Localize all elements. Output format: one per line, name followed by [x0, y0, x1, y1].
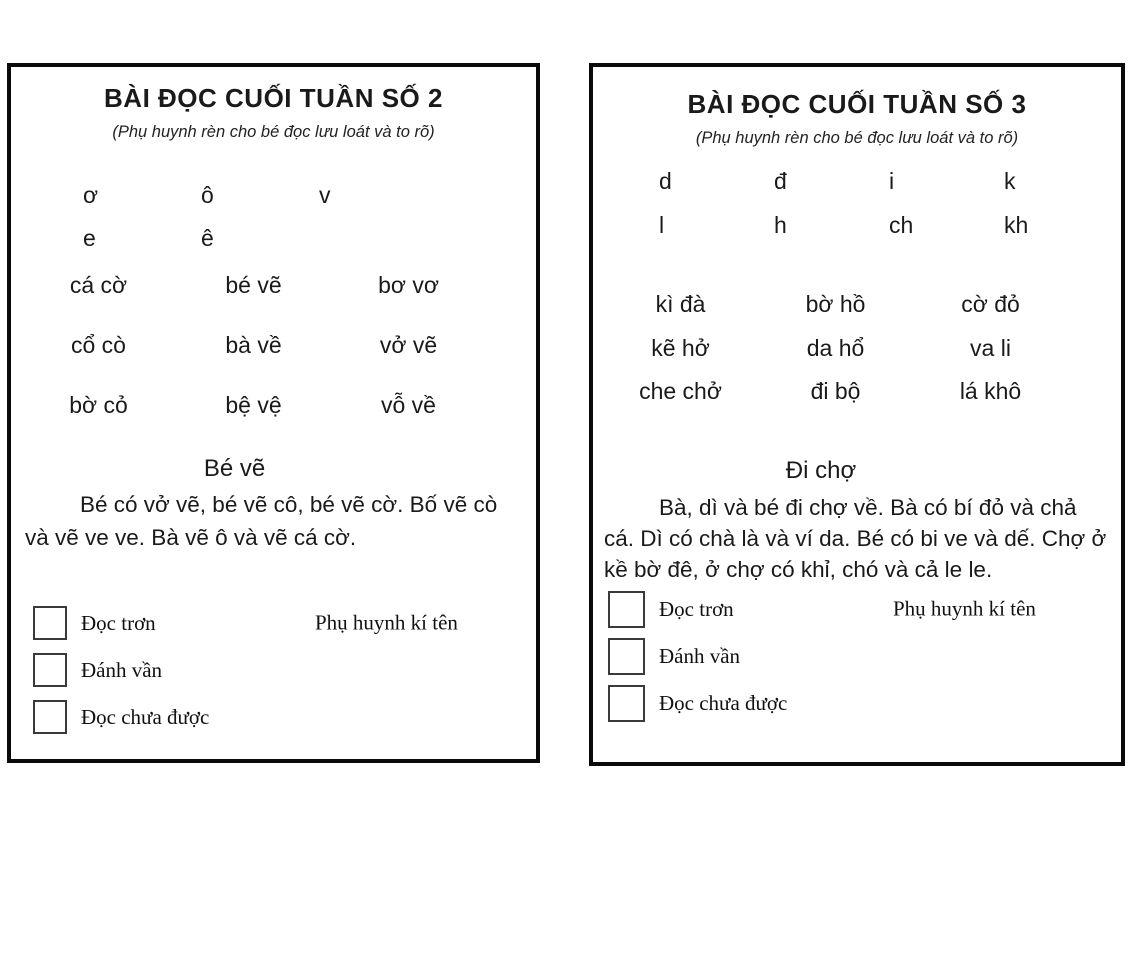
checkbox-doc-chua-duoc[interactable]: [608, 684, 645, 722]
word: đi bộ: [810, 378, 861, 404]
check-row-danh-van: Đánh vần: [33, 651, 536, 689]
word: lá khô: [959, 378, 1022, 404]
check-label: Đánh vần: [81, 657, 163, 682]
checkbox-danh-van[interactable]: [608, 637, 645, 675]
letter: đ: [774, 168, 787, 194]
passage-title: Bé vẽ: [203, 455, 266, 482]
word-row: bờ cỏ bệ vệ vỗ về: [11, 392, 536, 419]
letter: h: [774, 212, 787, 238]
word: bơ vơ: [378, 272, 439, 298]
worksheet-card-2: BÀI ĐỌC CUỐI TUẦN SỐ 2 (Phụ huynh rèn ch…: [7, 63, 540, 763]
check-row-danh-van: Đánh vần: [608, 637, 1121, 675]
check-row-doc-tron: Đọc trơn Phụ huynh kí tên: [33, 604, 536, 642]
parent-signature-label: Phụ huynh kí tên: [893, 596, 1036, 621]
word-row: kẽ hở da hổ va li: [593, 335, 1121, 362]
checkbox-doc-chua-duoc[interactable]: [33, 700, 67, 734]
word: bệ vệ: [225, 392, 282, 418]
passage-text: Bà, dì và bé đi chợ về. Bà có bí đỏ và c…: [604, 495, 1107, 582]
letter: kh: [1004, 212, 1029, 238]
check-label: Đọc chưa được: [659, 690, 788, 715]
letter: ơ: [83, 182, 99, 208]
assessment-section: Đọc trơn Phụ huynh kí tên Đánh vần Đọc c…: [11, 604, 536, 736]
letter-row: d đ i k: [593, 168, 1121, 195]
letter-row: l h ch kh: [593, 212, 1121, 239]
word: da hổ: [806, 335, 865, 361]
check-label: Đánh vần: [659, 643, 741, 668]
letter: e: [83, 225, 96, 251]
check-row-doc-chua-duoc: Đọc chưa được: [33, 698, 536, 736]
word-row: cá cờ bé vẽ bơ vơ: [11, 272, 536, 299]
checkbox-danh-van[interactable]: [33, 653, 67, 687]
letter: ê: [201, 225, 214, 251]
worksheet-subtitle: (Phụ huynh rèn cho bé đọc lưu loát và to…: [695, 129, 1019, 147]
worksheet-card-3: BÀI ĐỌC CUỐI TUẦN SỐ 3 (Phụ huynh rèn ch…: [589, 63, 1125, 766]
assessment-section: Đọc trơn Phụ huynh kí tên Đánh vần Đọc c…: [593, 590, 1121, 722]
word-row: cổ cò bà về vở vẽ: [11, 332, 536, 359]
parent-signature-label: Phụ huynh kí tên: [315, 610, 458, 635]
word: cá cờ: [69, 272, 128, 298]
word: va li: [970, 335, 1011, 361]
letter: k: [1004, 168, 1016, 194]
check-label: Đọc trơn: [659, 596, 734, 621]
worksheet-title: BÀI ĐỌC CUỐI TUẦN SỐ 2: [104, 83, 443, 113]
word: vỗ về: [381, 392, 436, 418]
checkbox-doc-tron[interactable]: [608, 590, 645, 628]
word: bờ hồ: [805, 291, 866, 317]
checkbox-doc-tron[interactable]: [33, 606, 67, 640]
word: bờ cỏ: [69, 392, 128, 418]
word-row: kì đà bờ hồ cờ đỏ: [593, 291, 1121, 318]
letter: ch: [889, 212, 914, 238]
letter: d: [659, 168, 672, 194]
word: bà về: [225, 332, 282, 358]
word: kì đà: [655, 291, 706, 317]
letter: l: [659, 212, 665, 238]
check-row-doc-tron: Đọc trơn Phụ huynh kí tên: [608, 590, 1121, 628]
letter: i: [889, 168, 895, 194]
word: vở vẽ: [379, 332, 438, 358]
check-label: Đọc chưa được: [81, 704, 210, 729]
worksheet-subtitle: (Phụ huynh rèn cho bé đọc lưu loát và to…: [112, 123, 435, 141]
letter-row: ơ ô v: [11, 182, 536, 209]
passage-text: Bé có vở vẽ, bé vẽ cô, bé vẽ cờ. Bố vẽ c…: [25, 492, 498, 550]
letter-row: e ê: [11, 225, 536, 252]
word: cờ đỏ: [961, 291, 1020, 317]
check-label: Đọc trơn: [81, 610, 156, 635]
word: kẽ hở: [651, 335, 710, 361]
word: cổ cò: [71, 332, 126, 358]
letter: v: [319, 182, 331, 208]
check-row-doc-chua-duoc: Đọc chưa được: [608, 684, 1121, 722]
word: che chở: [639, 378, 722, 404]
word: bé vẽ: [225, 272, 282, 298]
passage-title: Đi chợ: [785, 457, 857, 484]
worksheet-title: BÀI ĐỌC CUỐI TUẦN SỐ 3: [687, 89, 1027, 119]
letter: ô: [201, 182, 214, 208]
word-row: che chở đi bộ lá khô: [593, 378, 1121, 405]
